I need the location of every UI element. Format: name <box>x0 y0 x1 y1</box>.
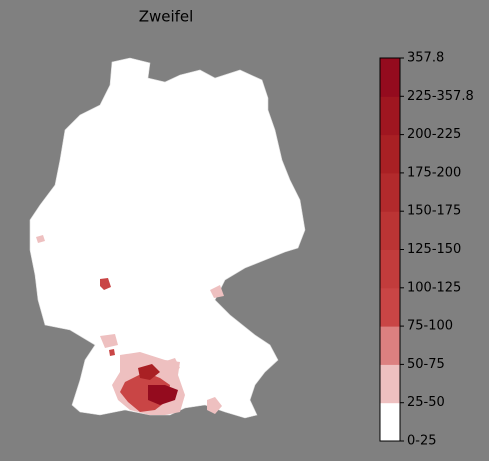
colorbar-segment <box>380 326 400 365</box>
region <box>210 285 224 298</box>
colorbar-segment <box>380 287 400 327</box>
map <box>29 57 306 419</box>
colorbar-label: 100-125 <box>407 280 461 295</box>
colorbar-label: 75-100 <box>407 319 453 334</box>
colorbar-segment <box>380 58 400 97</box>
colorbar-segment <box>380 211 400 250</box>
colorbar-segment <box>380 96 400 136</box>
colorbar-segment <box>380 172 400 212</box>
colorbar-label: 150-175 <box>407 204 461 219</box>
colorbar-segment <box>380 364 400 404</box>
region <box>100 278 111 290</box>
region <box>36 235 45 243</box>
colorbar-label: 125-150 <box>407 242 461 257</box>
colorbar-frame <box>379 57 401 442</box>
colorbar-label: 50-75 <box>407 357 445 372</box>
region <box>207 397 222 414</box>
colorbar: 0-25 25-50 50-75 75-100 100-125 125-150 150-17… <box>380 51 474 449</box>
colorbar-label: 25-50 <box>407 395 445 410</box>
colorbar-label: 357.8 <box>407 51 444 66</box>
region <box>109 349 115 356</box>
colorbar-label: 175-200 <box>407 165 461 180</box>
colorbar-segment <box>380 402 400 442</box>
colorbar-segment <box>380 134 400 174</box>
country-outline <box>29 57 306 419</box>
region <box>163 358 180 372</box>
colorbar-label: 200-225 <box>407 127 461 142</box>
region <box>148 385 178 405</box>
region <box>100 334 118 348</box>
colorbar-label: 0-25 <box>407 434 437 449</box>
map-title: Zweifel <box>139 8 194 26</box>
colorbar-label: 225-357.8 <box>407 89 474 104</box>
colorbar-segment <box>380 249 400 289</box>
region <box>138 364 160 380</box>
